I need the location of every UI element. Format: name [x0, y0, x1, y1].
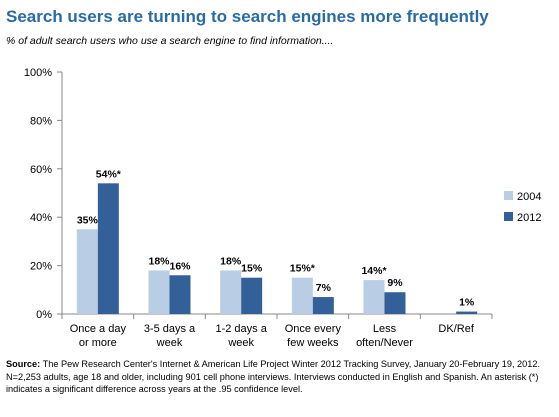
bar	[148, 270, 170, 314]
source-text: The Pew Research Center's Internet & Ame…	[6, 359, 541, 394]
x-tick-label: Less often/Never	[356, 323, 413, 349]
source-label: Source:	[6, 359, 41, 369]
y-tick-label: 100%	[24, 67, 52, 79]
bar	[169, 275, 191, 314]
y-tick-label: 0%	[36, 309, 52, 321]
x-tick-label: Once every few weeks	[285, 323, 342, 349]
data-label: 1%	[459, 297, 475, 309]
data-label: 18%	[220, 255, 242, 267]
bar	[220, 270, 242, 314]
x-tick-label: 3-5 days a week	[144, 323, 196, 349]
legend-swatch	[504, 191, 513, 200]
chart-title: Search users are turning to search engin…	[6, 7, 489, 26]
bar	[291, 277, 313, 314]
legend-swatch	[504, 212, 513, 221]
bar	[384, 292, 406, 314]
bar	[312, 297, 334, 314]
data-label: 7%	[316, 282, 332, 294]
bar	[76, 229, 98, 314]
data-label: 14%*	[361, 265, 387, 277]
chart-subtitle: % of adult search users who use a search…	[6, 35, 333, 47]
y-tick-label: 40%	[30, 212, 52, 224]
source-note: Source: The Pew Research Center's Intern…	[6, 358, 554, 396]
y-tick-label: 60%	[30, 164, 52, 176]
bar	[456, 311, 478, 314]
data-label: 18%	[148, 255, 170, 267]
x-tick-label: 1-2 days a week	[215, 323, 267, 349]
x-tick-label: Once a day or more	[70, 323, 127, 349]
legend-label: 2004	[517, 191, 541, 203]
y-tick-label: 20%	[30, 261, 52, 273]
legend-label: 2012	[517, 212, 541, 224]
data-label: 9%	[387, 277, 403, 289]
data-label: 54%*	[96, 168, 122, 180]
bar	[241, 277, 263, 314]
data-label: 15%	[241, 263, 263, 275]
y-tick-label: 80%	[30, 115, 52, 127]
bar	[363, 280, 385, 314]
data-label: 15%*	[290, 263, 316, 275]
bar	[97, 183, 119, 314]
data-label: 16%	[169, 260, 191, 272]
x-tick-label: DK/Ref	[438, 323, 474, 335]
data-label: 35%	[77, 214, 99, 226]
